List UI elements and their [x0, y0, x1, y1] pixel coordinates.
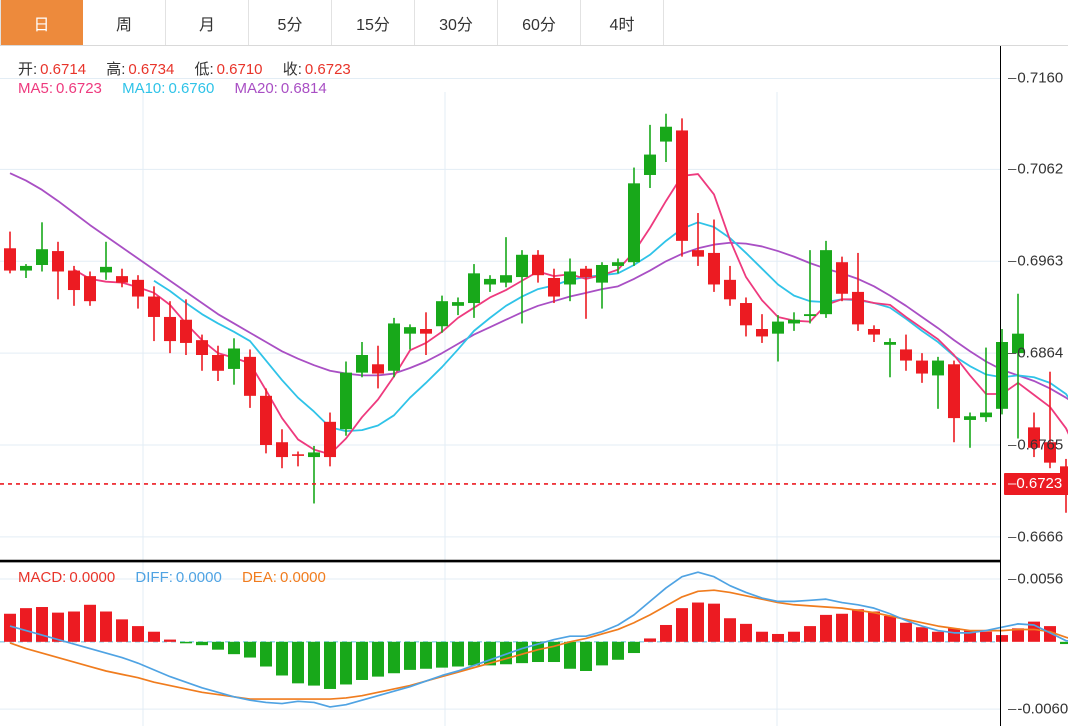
price-tick: –0.7160	[1008, 69, 1064, 87]
macd-axis-divider	[1000, 561, 1001, 726]
macd-panel: MACD: 0.0000 DIFF: 0.0000 DEA: 0.0000 –0.00…	[0, 560, 1068, 726]
dea-value: 0.0000	[279, 569, 326, 586]
close-label: 收:	[282, 61, 302, 78]
ma20-value: 0.6814	[280, 80, 327, 97]
price-tick-label: 0.6963	[1017, 252, 1064, 270]
ma20-label: MA20:	[234, 80, 278, 97]
low-value: 0.6710	[216, 61, 263, 78]
ohlc-legend: 开: 0.6714 高: 0.6734 低: 0.6710 收: 0.6723	[18, 58, 354, 79]
ma5-label: MA5:	[18, 80, 54, 97]
macd-plot	[0, 560, 1068, 726]
tab-month-label: 月	[198, 16, 215, 34]
ma10-value: 0.6760	[168, 80, 215, 97]
low-label: 低:	[194, 61, 214, 78]
macd-label: MACD:	[18, 569, 67, 586]
current-price-tag: –0.6723	[1004, 472, 1068, 495]
dea-label: DEA:	[241, 569, 277, 586]
price-tick-label: 0.6864	[1017, 344, 1064, 362]
macd-tick: –-0.0060	[1008, 700, 1068, 718]
tab-month[interactable]: 月	[166, 0, 249, 45]
ma10-label: MA10:	[122, 80, 166, 97]
macd-axis: –0.0056 –-0.0060	[1000, 561, 1068, 726]
tab-day-label: 日	[33, 16, 50, 34]
tab-15m-label: 15分	[356, 16, 390, 34]
timeframe-tabbar: 日 周 月 5分 15分 30分 60分 4时	[0, 0, 1068, 46]
price-tick-label: 0.6765	[1017, 436, 1064, 454]
tab-30m[interactable]: 30分	[415, 0, 498, 45]
open-label: 开:	[18, 61, 38, 78]
high-label: 高:	[106, 61, 126, 78]
price-tick-label: 0.7062	[1017, 160, 1064, 178]
tab-week-label: 周	[115, 16, 132, 34]
ma-legend: MA5: 0.6723 MA10: 0.6760 MA20: 0.6814	[18, 80, 330, 97]
ma5-value: 0.6723	[56, 80, 102, 97]
macd-tick-label: -0.0060	[1017, 700, 1068, 718]
tab-4h-label: 4时	[609, 16, 635, 34]
price-axis: –0.7160 –0.7062 –0.6963 –0.6864 –0.6765 –0.66…	[1000, 46, 1068, 561]
tab-15m[interactable]: 15分	[332, 0, 415, 45]
tab-60m-label: 60分	[522, 16, 556, 34]
close-value: 0.6723	[304, 61, 351, 78]
tab-day[interactable]: 日	[0, 0, 83, 45]
current-price-value: 0.6723	[1016, 474, 1063, 492]
tab-week[interactable]: 周	[83, 0, 166, 45]
diff-value: 0.0000	[175, 569, 222, 586]
price-tick: –0.6765	[1008, 436, 1064, 454]
price-axis-divider	[1000, 46, 1001, 561]
candlestick-plot	[0, 77, 1068, 562]
macd-value: 0.0000	[69, 569, 116, 586]
tab-4h[interactable]: 4时	[581, 0, 664, 45]
macd-tick-label: 0.0056	[1017, 570, 1064, 588]
price-tick: –0.6864	[1008, 344, 1064, 362]
tabbar-filler	[664, 0, 1068, 45]
tab-30m-label: 30分	[439, 16, 473, 34]
diff-label: DIFF:	[135, 569, 173, 586]
open-value: 0.6714	[40, 61, 87, 78]
price-tick-label: 0.6666	[1017, 528, 1064, 546]
high-value: 0.6734	[128, 61, 175, 78]
chart-area: 开: 0.6714 高: 0.6734 低: 0.6710 收: 0.6723 MA5:…	[0, 46, 1068, 726]
price-panel: 开: 0.6714 高: 0.6734 低: 0.6710 收: 0.6723 MA5:…	[0, 46, 1068, 562]
price-tick: –0.6963	[1008, 252, 1064, 270]
macd-tick: –0.0056	[1008, 570, 1064, 588]
price-tick-label: 0.7160	[1017, 69, 1064, 87]
price-tick: –0.6666	[1008, 528, 1064, 546]
tab-5m[interactable]: 5分	[249, 0, 332, 45]
tab-5m-label: 5分	[277, 16, 303, 34]
price-tick: –0.7062	[1008, 160, 1064, 178]
macd-legend: MACD: 0.0000 DIFF: 0.0000 DEA: 0.0000	[18, 569, 329, 586]
tab-60m[interactable]: 60分	[498, 0, 581, 45]
